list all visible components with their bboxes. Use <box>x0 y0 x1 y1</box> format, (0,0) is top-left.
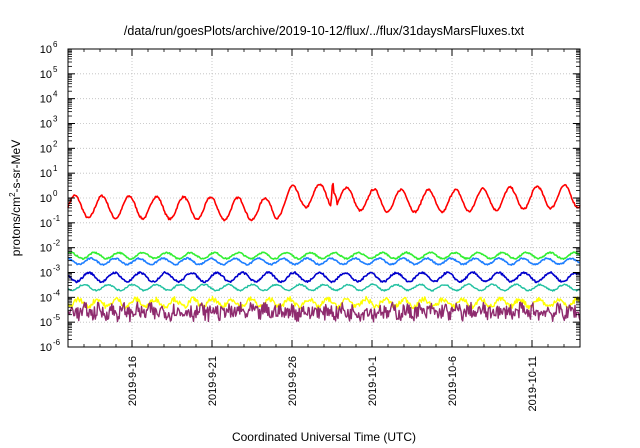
x-tick-label: 2019-10-11 <box>527 356 539 411</box>
y-tick-label: 10 <box>40 243 52 255</box>
y-tick-exponent: -6 <box>53 338 61 347</box>
y-tick-labels: 10 -610 -510 -410 -310 -210 -110 010 110 210 310 41… <box>40 40 61 354</box>
y-tick-label: 10 <box>40 94 52 106</box>
y-tick-exponent: -5 <box>53 313 61 322</box>
series-line-7 <box>67 301 581 323</box>
y-tick-exponent: -3 <box>53 264 61 273</box>
series-layer <box>67 182 581 323</box>
series-line-4 <box>67 271 581 284</box>
x-tick-label: 2019-10-1 <box>367 356 379 406</box>
series-line-3 <box>67 256 581 266</box>
y-tick-label: 10 <box>40 342 52 354</box>
x-tick-label: 2019-10-6 <box>447 356 459 406</box>
y-tick-exponent: 6 <box>53 40 58 49</box>
y-axis-label: protons/cm2-s-sr-MeV <box>8 140 23 256</box>
y-tick-label: 10 <box>40 193 52 205</box>
grid <box>68 49 580 347</box>
y-tick-label: 10 <box>40 292 52 304</box>
y-tick-exponent: 5 <box>53 65 58 74</box>
x-tick-labels: 2019-9-16 2019-9-21 2019-9-26 2019-10-1 2019… <box>127 356 539 411</box>
x-tick-label: 2019-9-16 <box>127 356 139 406</box>
y-tick-exponent: 3 <box>53 115 58 124</box>
y-tick-exponent: -4 <box>53 288 61 297</box>
y-tick-label: 10 <box>40 218 52 230</box>
y-tick-exponent: 1 <box>53 164 58 173</box>
x-tick-label: 2019-9-21 <box>207 356 219 406</box>
series-line-5 <box>67 283 581 292</box>
x-tick-label: 2019-9-26 <box>287 356 299 406</box>
y-tick-label: 10 <box>40 119 52 131</box>
y-tick-exponent: 2 <box>53 139 58 148</box>
y-tick-label: 10 <box>40 143 52 155</box>
y-tick-label: 10 <box>40 317 52 329</box>
series-line-1 <box>67 182 581 222</box>
y-tick-label: 10 <box>40 44 52 56</box>
tick-marks <box>67 48 581 348</box>
x-axis-label: Coordinated Universal Time (UTC) <box>232 430 416 444</box>
y-tick-label: 10 <box>40 69 52 81</box>
y-tick-exponent: -1 <box>53 214 61 223</box>
y-tick-label: 10 <box>40 168 52 180</box>
series-line-2 <box>67 251 581 261</box>
chart-title: /data/run/goesPlots/archive/2019-10-12/f… <box>124 24 525 38</box>
series-line-6 <box>67 295 581 310</box>
y-tick-exponent: 0 <box>53 189 58 198</box>
y-tick-exponent: 4 <box>53 90 58 99</box>
y-tick-exponent: -2 <box>53 239 61 248</box>
y-tick-label: 10 <box>40 268 52 280</box>
